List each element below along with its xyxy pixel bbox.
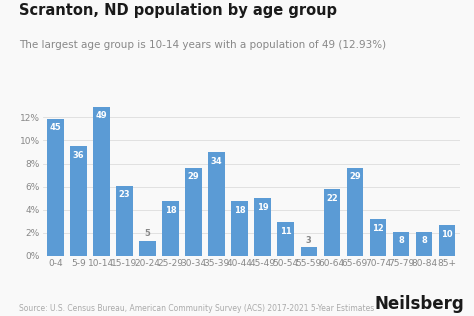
Bar (301, 247, 317, 256)
Text: 29: 29 (188, 172, 200, 181)
Text: The largest age group is 10-14 years with a population of 49 (12.93%): The largest age group is 10-14 years wit… (19, 40, 386, 50)
Text: 45: 45 (49, 124, 61, 132)
Text: 18: 18 (165, 206, 176, 215)
Bar (185, 167, 202, 256)
Bar (416, 232, 432, 256)
Text: 18: 18 (234, 206, 246, 215)
Text: Scranton, ND population by age group: Scranton, ND population by age group (19, 3, 337, 18)
Text: 34: 34 (211, 157, 222, 166)
Bar (209, 152, 225, 256)
Text: 11: 11 (280, 227, 292, 236)
Bar (116, 186, 133, 256)
Text: 19: 19 (257, 203, 269, 212)
Bar (47, 119, 64, 256)
Text: Source: U.S. Census Bureau, American Community Survey (ACS) 2017-2021 5-Year Est: Source: U.S. Census Bureau, American Com… (19, 304, 374, 313)
Text: 8: 8 (398, 236, 404, 245)
Text: 3: 3 (306, 235, 312, 245)
Bar (346, 167, 363, 256)
Bar (324, 189, 340, 256)
Bar (70, 146, 87, 256)
Text: 10: 10 (441, 230, 453, 239)
Text: 36: 36 (73, 151, 84, 160)
Bar (393, 232, 410, 256)
Bar (277, 222, 294, 256)
Text: 12: 12 (372, 224, 384, 233)
Text: 29: 29 (349, 172, 361, 181)
Text: 8: 8 (421, 236, 427, 245)
Text: 22: 22 (326, 193, 338, 203)
Text: 23: 23 (118, 191, 130, 199)
Bar (439, 226, 456, 256)
Bar (255, 198, 271, 256)
Bar (231, 201, 248, 256)
Bar (93, 106, 109, 256)
Bar (370, 219, 386, 256)
Bar (139, 241, 156, 256)
Text: Neilsberg: Neilsberg (375, 295, 465, 313)
Text: 5: 5 (145, 229, 150, 238)
Bar (162, 201, 179, 256)
Text: 49: 49 (96, 111, 107, 120)
